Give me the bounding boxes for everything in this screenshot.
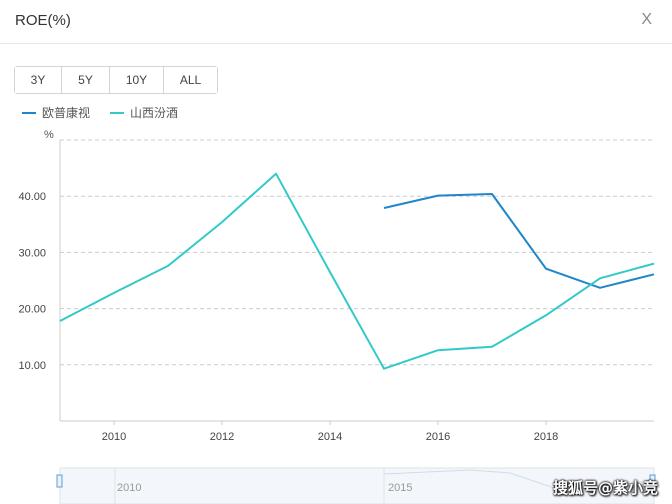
range-all-button[interactable]: ALL: [164, 67, 217, 93]
close-icon[interactable]: X: [641, 11, 652, 28]
legend-swatch-series-1: [22, 111, 36, 114]
series-line-2: [59, 172, 655, 370]
legend-label-series-1: 欧普康视: [42, 106, 91, 120]
chart-legend: 欧普康视 山西汾酒: [22, 104, 198, 121]
range-selector: 3Y 5Y 10Y ALL: [14, 66, 218, 94]
y-tick-label: 30.00: [18, 247, 46, 259]
navigator-right-handle: [649, 474, 656, 488]
navigator-label: 2010: [117, 482, 141, 494]
x-tick-label: 2012: [210, 431, 234, 443]
range-3y-button[interactable]: 3Y: [15, 67, 62, 93]
y-tick-label: 40.00: [18, 191, 46, 203]
y-axis-unit: %: [44, 129, 54, 141]
x-tick-label: 2016: [426, 431, 450, 443]
range-5y-button[interactable]: 5Y: [62, 67, 110, 93]
series-line-1: [383, 193, 655, 289]
navigator-left-handle: [56, 474, 63, 488]
navigator-label: 2015: [388, 482, 412, 494]
legend-swatch-series-2: [110, 111, 125, 114]
y-tick-label: 10.00: [18, 360, 46, 372]
legend-item-series-1[interactable]: 欧普康视: [22, 104, 90, 121]
legend-item-series-2[interactable]: 山西汾酒: [110, 104, 178, 121]
navigator-track: [59, 467, 655, 504]
navigator-preview-line: [383, 469, 655, 491]
y-tick-label: 20.00: [18, 304, 46, 316]
watermark: 搜狐号@紫小竞: [552, 479, 658, 497]
dialog-header: ROE(%) X: [0, 0, 672, 44]
x-tick-label: 2014: [318, 431, 342, 443]
range-10y-button[interactable]: 10Y: [110, 67, 164, 93]
dialog-title: ROE(%): [15, 12, 71, 29]
x-tick-label: 2010: [102, 431, 126, 443]
legend-label-series-2: 山西汾酒: [130, 106, 179, 120]
x-tick-label: 2018: [534, 431, 558, 443]
